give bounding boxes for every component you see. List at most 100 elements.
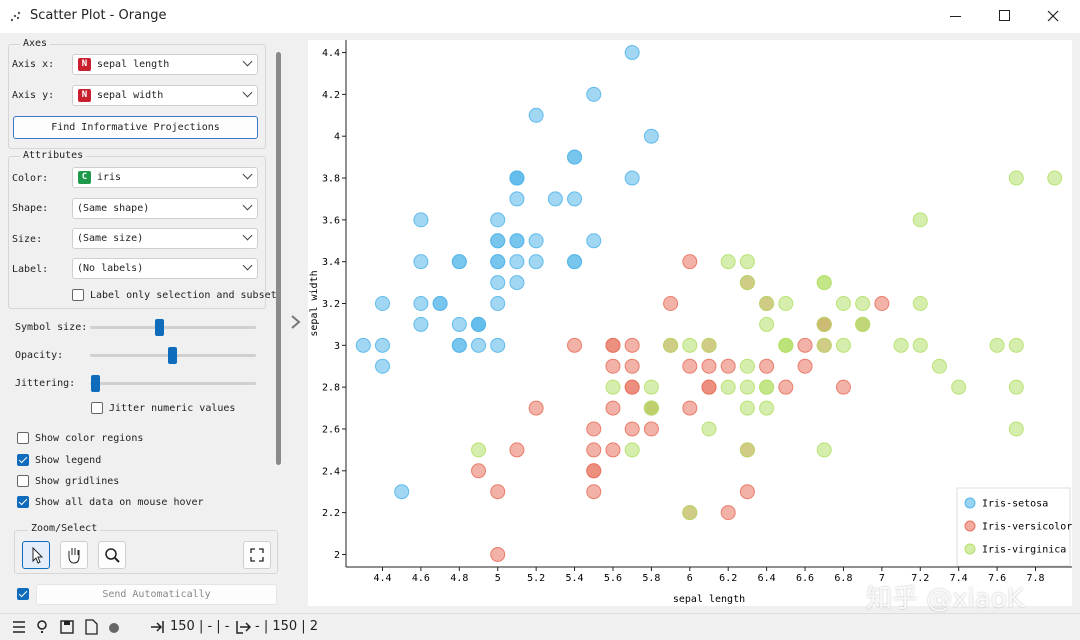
- collapse-arrow[interactable]: [289, 314, 303, 330]
- point: [413, 316, 429, 332]
- zoom-group: [14, 530, 278, 574]
- point: [394, 484, 410, 500]
- point: [490, 337, 506, 353]
- point: [835, 379, 851, 395]
- slider-handle[interactable]: [155, 319, 164, 336]
- y-axis-label: sepal width: [309, 270, 320, 336]
- point: [931, 358, 947, 374]
- point: [567, 337, 583, 353]
- point: [893, 337, 909, 353]
- point: [759, 358, 775, 374]
- checkbox[interactable]: [17, 454, 29, 466]
- point: [605, 358, 621, 374]
- point: [451, 316, 467, 332]
- minimize-button[interactable]: [950, 16, 961, 17]
- zoom-tool[interactable]: [98, 541, 126, 569]
- y-tick-label: 2.2: [322, 508, 340, 519]
- checkbox[interactable]: [91, 402, 103, 414]
- point: [586, 442, 602, 458]
- checkbox[interactable]: [17, 475, 29, 487]
- point: [528, 107, 544, 123]
- point: [701, 421, 717, 437]
- slider-track: [90, 326, 256, 329]
- point: [739, 400, 755, 416]
- window-title: Scatter Plot - Orange: [30, 8, 167, 23]
- x-tick-label: 5: [495, 573, 501, 584]
- point: [720, 358, 736, 374]
- plot: 4.4 4.6 4.8 5 5.2 5.4 5.6 5.8 6 6.2 6.4 6.6 6.8 7 7.2 7…: [308, 40, 1072, 606]
- point: [624, 421, 640, 437]
- x-tick-label: 6.4: [758, 573, 776, 584]
- output-icon: [236, 621, 251, 634]
- close-button[interactable]: [1047, 10, 1059, 22]
- point: [547, 191, 563, 207]
- point: [663, 296, 679, 311]
- app-icon: [10, 11, 21, 22]
- point: [586, 484, 602, 500]
- legend-label: Iris-virginica: [982, 545, 1066, 556]
- pan-tool[interactable]: [60, 541, 88, 569]
- size-combo[interactable]: (Same size): [72, 228, 258, 249]
- point: [855, 316, 871, 332]
- point: [1008, 421, 1024, 437]
- output-summary: - | 150 | 2: [255, 619, 319, 634]
- point: [759, 400, 775, 416]
- point: [374, 296, 390, 311]
- y-tick-label: 4.4: [322, 48, 340, 59]
- checkbox-label: Show gridlines: [35, 476, 120, 487]
- point: [816, 337, 832, 353]
- point: [528, 400, 544, 416]
- label-combo[interactable]: (No labels): [72, 258, 258, 279]
- slider-label: Jittering:: [15, 378, 76, 389]
- x-tick-label: 7.4: [950, 573, 968, 584]
- point: [682, 358, 698, 374]
- point: [624, 45, 640, 61]
- watermark: 知乎 @xiaoK: [866, 584, 1024, 614]
- axis-y-combo[interactable]: N sepal width: [72, 85, 258, 106]
- x-tick-label: 5.6: [604, 573, 622, 584]
- field-label: Axis x:: [12, 59, 55, 70]
- checkbox-label: Jitter numeric values: [109, 403, 236, 414]
- point: [1047, 170, 1063, 186]
- point: [835, 296, 851, 311]
- point: [778, 337, 794, 353]
- checkbox[interactable]: [72, 289, 84, 301]
- point: [586, 421, 602, 437]
- point: [490, 484, 506, 500]
- point: [413, 296, 429, 311]
- point: [586, 463, 602, 479]
- slider-handle[interactable]: [91, 375, 100, 392]
- select-tool[interactable]: [22, 541, 50, 569]
- point: [355, 337, 371, 353]
- point: [643, 421, 659, 437]
- point: [912, 212, 928, 228]
- combo-value: sepal width: [97, 90, 164, 101]
- legend-swatch: [964, 520, 976, 532]
- y-tick-label: 4.2: [322, 90, 340, 101]
- point: [1008, 170, 1024, 186]
- point: [490, 546, 506, 562]
- checkbox[interactable]: [17, 496, 29, 508]
- point: [643, 379, 659, 395]
- point: [759, 316, 775, 332]
- find-projections-button[interactable]: Find Informative Projections: [13, 116, 258, 139]
- status-bar: 150 | - | - - | 150 | 2: [0, 613, 1080, 640]
- color-combo[interactable]: C iris: [72, 167, 258, 188]
- point: [624, 379, 640, 395]
- send-button[interactable]: Send Automatically: [36, 584, 277, 605]
- point: [528, 254, 544, 270]
- axis-x-combo[interactable]: N sepal length: [72, 54, 258, 75]
- y-tick-label: 4: [334, 132, 340, 143]
- x-tick-label: 6.6: [796, 573, 814, 584]
- checkbox[interactable]: [17, 432, 29, 444]
- point: [509, 275, 525, 291]
- point: [624, 358, 640, 374]
- reset-zoom[interactable]: [243, 541, 271, 569]
- shape-combo[interactable]: (Same shape): [72, 198, 258, 219]
- point: [509, 254, 525, 270]
- slider-handle[interactable]: [168, 347, 177, 364]
- scrollbar[interactable]: [276, 52, 281, 465]
- maximize-button[interactable]: [999, 10, 1010, 21]
- point: [797, 337, 813, 353]
- checkbox[interactable]: [17, 588, 29, 600]
